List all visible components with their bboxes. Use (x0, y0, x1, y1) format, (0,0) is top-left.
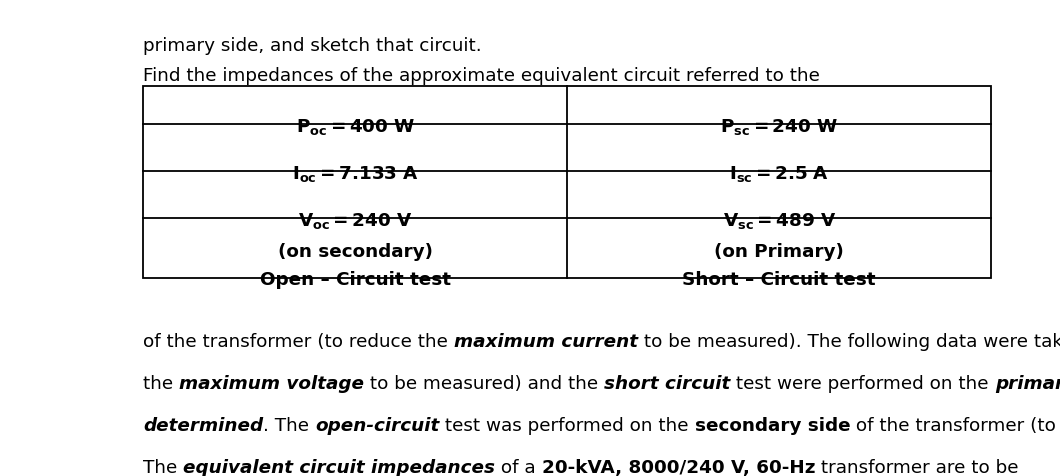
Text: (on Primary): (on Primary) (714, 242, 844, 260)
Text: $\mathbf{V}_{\mathbf{oc}}$$\mathbf{= 240\ V}$: $\mathbf{V}_{\mathbf{oc}}$$\mathbf{= 240… (298, 210, 412, 230)
Text: transformer are to be: transformer are to be (815, 458, 1019, 476)
Text: . The: . The (263, 416, 315, 434)
Text: test was performed on the: test was performed on the (439, 416, 694, 434)
Text: $\mathbf{P}_{\mathbf{oc}}$$\mathbf{= 400\ W}$: $\mathbf{P}_{\mathbf{oc}}$$\mathbf{= 400… (296, 117, 414, 137)
Text: equivalent circuit impedances: equivalent circuit impedances (183, 458, 495, 476)
Text: of the transformer (to reduce the: of the transformer (to reduce the (143, 332, 454, 350)
Text: The: The (143, 458, 183, 476)
Text: short circuit: short circuit (604, 374, 730, 392)
Text: $\mathbf{P}_{\mathbf{sc}}$$\mathbf{= 240\ W}$: $\mathbf{P}_{\mathbf{sc}}$$\mathbf{= 240… (720, 117, 838, 137)
Text: primary side, and sketch that circuit.: primary side, and sketch that circuit. (143, 37, 481, 55)
Text: $\mathbf{V}_{\mathbf{sc}}$$\mathbf{= 489\ V}$: $\mathbf{V}_{\mathbf{sc}}$$\mathbf{= 489… (723, 210, 835, 230)
Text: 20-kVA, 8000/240 V, 60-Hz: 20-kVA, 8000/240 V, 60-Hz (542, 458, 815, 476)
Text: (on secondary): (on secondary) (278, 242, 432, 260)
Text: to be measured). The following data were taken:: to be measured). The following data were… (638, 332, 1060, 350)
Text: to be measured) and the: to be measured) and the (364, 374, 604, 392)
Text: maximum current: maximum current (454, 332, 638, 350)
Text: the: the (143, 374, 179, 392)
Text: Short – Circuit test: Short – Circuit test (683, 270, 876, 288)
Text: test were performed on the: test were performed on the (730, 374, 994, 392)
Text: $\mathbf{I}_{\mathbf{oc}}$$\mathbf{= 7.133\ A}$: $\mathbf{I}_{\mathbf{oc}}$$\mathbf{= 7.1… (292, 164, 419, 184)
Text: secondary side: secondary side (694, 416, 850, 434)
Text: maximum voltage: maximum voltage (179, 374, 364, 392)
Text: open-circuit: open-circuit (315, 416, 439, 434)
Text: $\mathbf{I}_{\mathbf{sc}}$$\mathbf{= 2.5\ A}$: $\mathbf{I}_{\mathbf{sc}}$$\mathbf{= 2.5… (729, 164, 829, 184)
Bar (143, 87, 991, 278)
Text: determined: determined (143, 416, 263, 434)
Text: Open – Circuit test: Open – Circuit test (260, 270, 450, 288)
Text: primary side: primary side (994, 374, 1060, 392)
Text: of a: of a (495, 458, 542, 476)
Text: of the transformer (to reduce: of the transformer (to reduce (850, 416, 1060, 434)
Text: Find the impedances of the approximate equivalent circuit referred to the: Find the impedances of the approximate e… (143, 67, 820, 85)
